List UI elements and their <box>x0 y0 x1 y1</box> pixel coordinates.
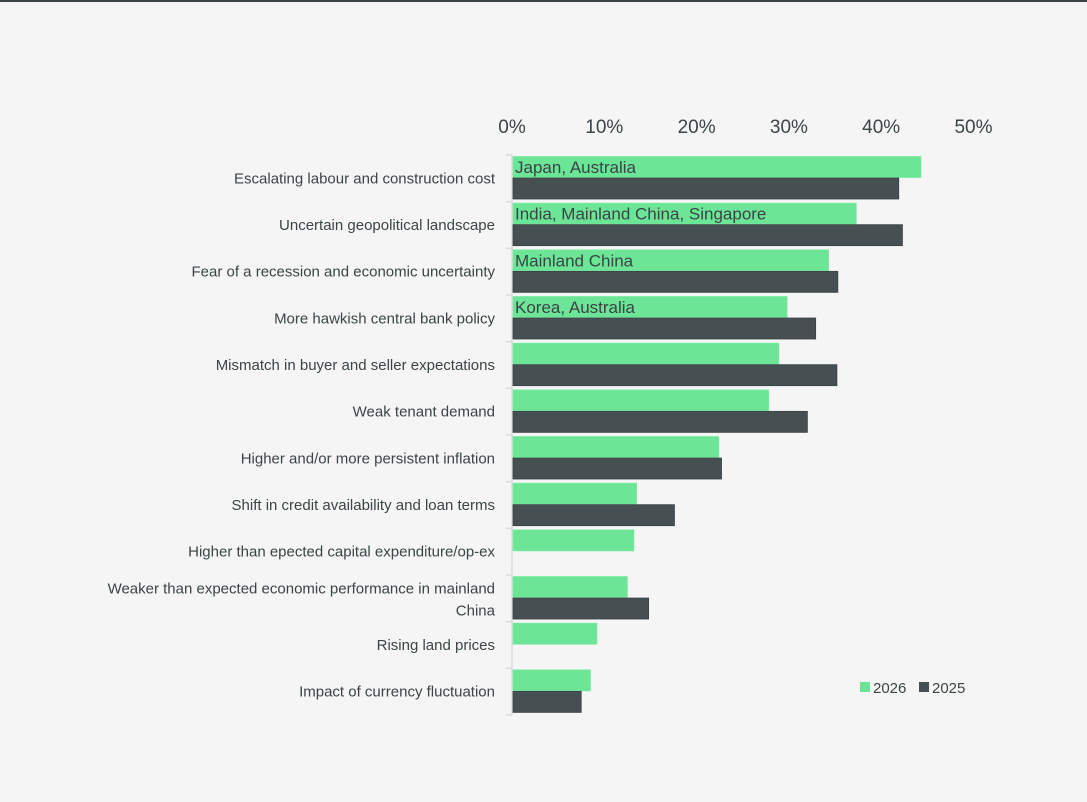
category-label: Weaker than expected economic performanc… <box>108 580 496 619</box>
bar-2025-12 <box>512 690 582 713</box>
bar-2025-6 <box>512 410 808 433</box>
bar-2025-8 <box>512 504 675 527</box>
bar-2026-6 <box>512 389 769 412</box>
bar-2025-7 <box>512 457 722 480</box>
x-tick-label: 50% <box>954 117 992 138</box>
category-label: Higher than epected capital expenditure/… <box>188 544 495 561</box>
bar-2025-3 <box>512 270 839 293</box>
bar-2026-7 <box>512 436 720 458</box>
category-label: More hawkish central bank policy <box>274 310 495 327</box>
category-label: Escalating labour and construction cost <box>234 170 496 187</box>
category-label: Fear of a recession and economic uncerta… <box>192 264 496 281</box>
top-border <box>0 0 1087 2</box>
bar-2026-1 <box>512 156 922 178</box>
x-tick-label: 40% <box>862 117 900 138</box>
bar-2026-3 <box>512 249 829 272</box>
x-tick-label: 0% <box>498 117 526 138</box>
bar-2025-1 <box>512 177 900 200</box>
bar-2025-5 <box>512 364 838 387</box>
bar-2026-2 <box>512 202 857 225</box>
category-label: Uncertain geopolitical landscape <box>279 217 495 234</box>
bar-2026-10 <box>512 576 628 598</box>
legend-swatch-2026 <box>860 682 870 692</box>
bar-annotation: Japan, Australia <box>515 158 637 177</box>
bar-annotation: Mainland China <box>515 251 634 270</box>
legend-label-2026: 2026 <box>873 680 906 697</box>
category-label: Impact of currency fluctuation <box>299 684 495 701</box>
bar-2026-9 <box>512 529 635 552</box>
bar-annotation: India, Mainland China, Singapore <box>515 205 766 224</box>
category-label: Mismatch in buyer and seller expectation… <box>216 357 495 374</box>
category-label: Weak tenant demand <box>353 404 495 421</box>
bar-2026-12 <box>512 669 591 692</box>
x-tick-label: 10% <box>585 117 623 138</box>
bar-2025-2 <box>512 224 903 247</box>
bar-2025-10 <box>512 597 650 620</box>
bar-2026-11 <box>512 622 598 645</box>
legend-label-2025: 2025 <box>932 680 965 697</box>
category-label: Shift in credit availability and loan te… <box>232 497 495 514</box>
x-tick-label: 30% <box>770 117 808 138</box>
bar-2026-8 <box>512 482 638 505</box>
bar-annotation: Korea, Australia <box>515 298 636 317</box>
legend-swatch-2025 <box>919 682 929 692</box>
category-label: Rising land prices <box>377 637 495 654</box>
category-label: Higher and/or more persistent inflation <box>241 450 495 467</box>
bar-2026-5 <box>512 342 780 365</box>
x-tick-label: 20% <box>678 117 716 138</box>
bar-2025-4 <box>512 317 817 340</box>
bar-2026-4 <box>512 296 788 318</box>
